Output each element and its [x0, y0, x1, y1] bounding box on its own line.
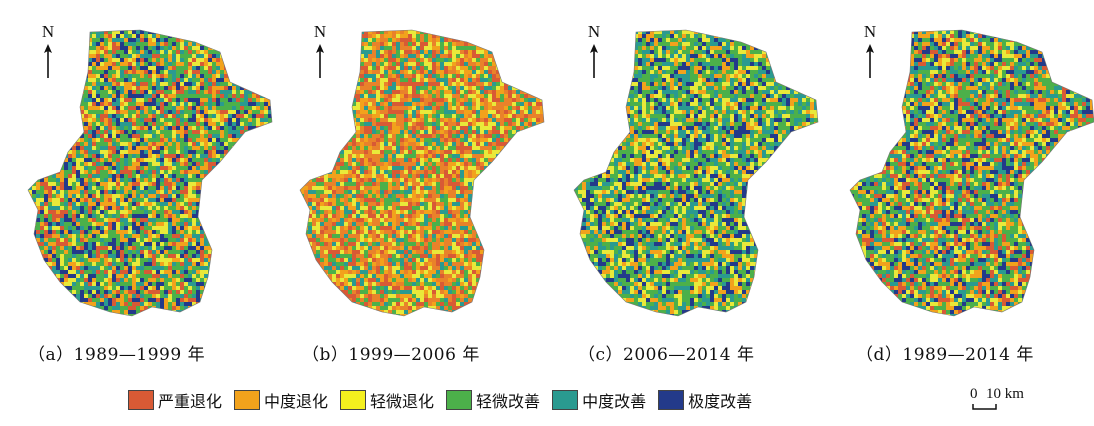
legend-item-moderate-degradation: 中度退化 [234, 388, 328, 412]
scale-zero-label: 0 [970, 386, 978, 402]
north-arrow-icon [44, 44, 52, 78]
legend-label: 轻微改善 [476, 392, 541, 411]
region-outline [299, 29, 545, 317]
map-texture [850, 30, 1094, 316]
north-arrow-label: N [313, 22, 327, 41]
north-arrow-icon [590, 44, 598, 78]
panel-caption-b: （b）1999—2006 年 [302, 345, 480, 365]
map-panel-a: N [20, 12, 292, 328]
north-arrow: N [38, 22, 58, 82]
region-outline [573, 29, 819, 317]
legend: 严重退化 中度退化 轻微退化 轻微改善 中度改善 极度改善 [128, 388, 764, 412]
legend-label: 中度改善 [582, 392, 647, 411]
legend-swatch [128, 390, 154, 410]
north-arrow: N [310, 22, 330, 82]
legend-item-extreme-improvement: 极度改善 [658, 388, 752, 412]
map-panel-d: N [842, 12, 1094, 328]
map-texture [28, 30, 272, 316]
north-arrow-label: N [863, 22, 877, 41]
legend-label: 中度退化 [264, 392, 329, 411]
north-arrow: N [584, 22, 604, 82]
region-map [849, 29, 1094, 317]
region-outline [849, 29, 1094, 317]
legend-item-slight-improvement: 轻微改善 [446, 388, 540, 412]
panel-caption-a: （a）1989—1999 年 [28, 345, 206, 365]
scale-bar: 0 10 km [968, 386, 1048, 414]
region-map [573, 29, 819, 317]
map-texture [300, 30, 544, 316]
north-arrow: N [860, 22, 880, 82]
legend-swatch [234, 390, 261, 410]
legend-swatch [552, 390, 579, 410]
region-map [299, 29, 545, 317]
region-map [27, 29, 273, 317]
legend-item-slight-degradation: 轻微退化 [340, 388, 434, 412]
scale-bar-line [972, 404, 997, 410]
legend-swatch [340, 390, 367, 410]
map-texture [574, 30, 818, 316]
scale-distance-label: 10 km [986, 386, 1024, 402]
north-arrow-icon [316, 44, 324, 78]
panel-caption-d: （d）1989—2014 年 [856, 345, 1034, 365]
north-arrow-icon [866, 44, 874, 78]
legend-item-severe-degradation: 严重退化 [128, 388, 222, 412]
panel-caption-c: （c）2006—2014 年 [578, 345, 755, 365]
north-arrow-label: N [41, 22, 55, 41]
legend-label: 极度改善 [688, 392, 753, 411]
region-outline [27, 29, 273, 317]
legend-item-moderate-improvement: 中度改善 [552, 388, 646, 412]
legend-swatch [658, 390, 685, 410]
legend-label: 严重退化 [158, 392, 223, 411]
legend-swatch [446, 390, 473, 410]
legend-label: 轻微退化 [370, 392, 435, 411]
map-panel-c: N [566, 12, 838, 328]
north-arrow-label: N [587, 22, 601, 41]
map-panel-b: N [292, 12, 564, 328]
